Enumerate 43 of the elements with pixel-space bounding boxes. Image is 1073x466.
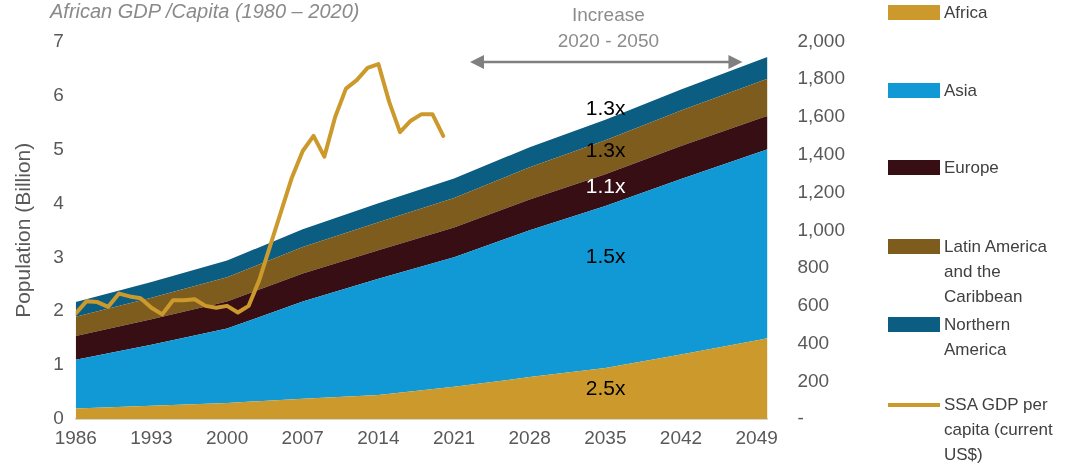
annotation: Increase 2020 - 2050 xyxy=(556,3,661,53)
annotation: 1.1x xyxy=(585,173,626,197)
legend-label: Asia xyxy=(944,80,979,102)
x-tick-label: 2014 xyxy=(357,426,400,448)
y2-tick-label: 200 xyxy=(797,369,830,391)
y2-tick-label: 1,800 xyxy=(797,67,845,89)
x-tick-label: 2021 xyxy=(432,426,476,448)
x-tick-label: 2000 xyxy=(205,426,249,448)
y-axis-title: Population (Billion) xyxy=(11,142,35,318)
annotation: 1.3x xyxy=(585,137,626,161)
x-tick-label: 2028 xyxy=(508,426,551,448)
annotation: 1.5x xyxy=(585,243,626,267)
y-tick-label: 7 xyxy=(53,29,64,51)
y2-tick-label: 1,000 xyxy=(797,218,845,240)
annotation: 1.3x xyxy=(585,96,626,120)
x-tick-label: 1993 xyxy=(130,426,173,448)
legend-label: Europe xyxy=(944,157,1000,179)
y2-tick-label: 1,400 xyxy=(797,142,845,164)
y2-tick-label: 600 xyxy=(797,294,830,316)
y2-tick-label: 400 xyxy=(797,331,830,353)
y-tick-label: 2 xyxy=(53,299,64,321)
y2-tick-label: 1,200 xyxy=(797,180,845,202)
legend-label: Latin America and the Caribbean xyxy=(944,236,1048,308)
y-tick-label: 1 xyxy=(53,353,64,375)
y-tick-label: 6 xyxy=(53,83,64,105)
y-tick-label: 5 xyxy=(53,137,64,159)
y2-tick-label: 800 xyxy=(797,256,830,278)
y-tick-label: 3 xyxy=(53,245,64,267)
x-tick-label: 2049 xyxy=(735,426,778,448)
x-tick-label: 1986 xyxy=(54,426,97,448)
legend-label: SSA GDP per capita (current US$) xyxy=(944,394,1054,466)
legend-label: Africa xyxy=(944,2,989,24)
y-tick-label: 4 xyxy=(53,191,65,213)
y2-tick-label: - xyxy=(797,407,804,429)
x-tick-label: 2007 xyxy=(281,426,324,448)
legend-label: Northern America xyxy=(944,314,1012,361)
annotation: 2.5x xyxy=(585,375,626,399)
y-tick-label: 0 xyxy=(53,407,64,429)
x-tick-label: 2035 xyxy=(584,426,627,448)
y2-tick-label: 2,000 xyxy=(797,29,845,51)
y2-tick-label: 1,600 xyxy=(797,105,845,127)
chart-title: African GDP /Capita (1980 – 2020) xyxy=(50,0,360,23)
x-tick-label: 2042 xyxy=(659,426,703,448)
